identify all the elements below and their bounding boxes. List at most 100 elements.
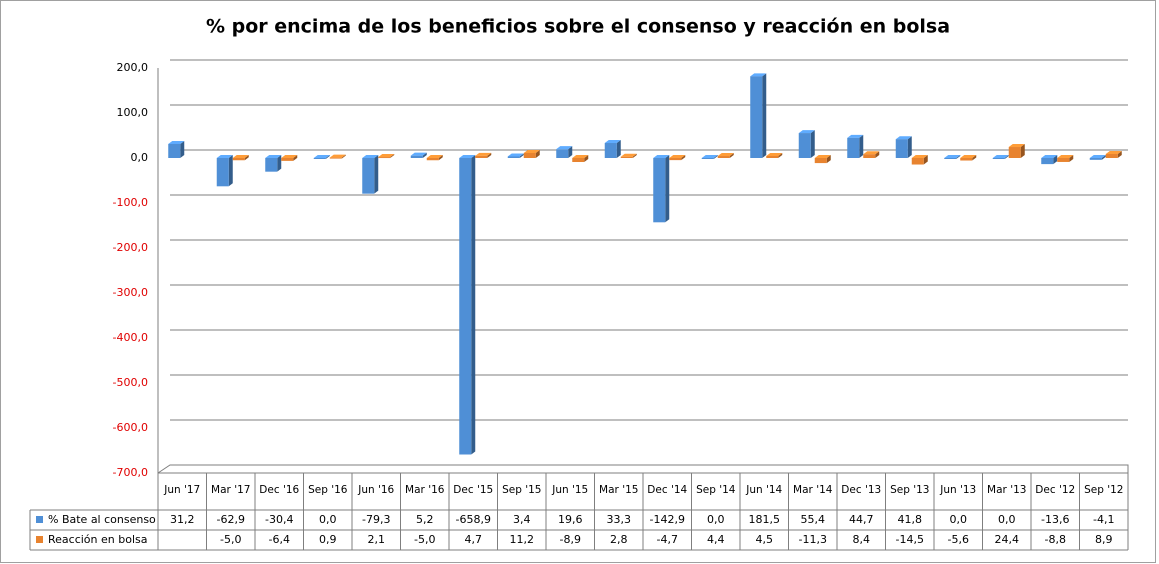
bar	[960, 158, 973, 161]
data-label: 24,4	[995, 533, 1020, 546]
data-label: 0,0	[707, 513, 725, 526]
bar-side	[584, 155, 589, 163]
bar-side	[616, 140, 621, 158]
bar	[911, 158, 924, 165]
bar-top	[572, 155, 589, 158]
bar	[766, 155, 779, 158]
x-tick-label: Mar '17	[211, 484, 250, 496]
bar-top	[378, 154, 395, 158]
bar	[265, 158, 278, 172]
bar-top	[604, 140, 621, 144]
bar	[669, 158, 682, 161]
bar-side	[729, 153, 734, 158]
x-tick-label: Dec '16	[259, 484, 299, 496]
data-label: -8,9	[560, 533, 581, 546]
bar	[863, 154, 876, 158]
bar-top	[750, 73, 767, 77]
bar-side	[762, 73, 767, 158]
bar-side	[972, 155, 977, 161]
x-tick-label: Sep '12	[1084, 484, 1123, 496]
x-tick-label: Mar '14	[793, 484, 833, 496]
bar-top	[895, 136, 912, 140]
bar-side	[875, 151, 880, 158]
legend-swatch	[36, 536, 43, 543]
bar-top	[1041, 155, 1058, 158]
y-tick-label: -100,0	[113, 196, 148, 209]
bar-top	[329, 154, 346, 158]
x-tick-label: Jun '13	[939, 484, 976, 496]
bar	[653, 158, 666, 223]
bar	[1041, 158, 1054, 165]
bar-top	[814, 155, 831, 158]
bar	[944, 158, 957, 159]
x-tick-label: Jun '17	[163, 484, 200, 496]
bar-side	[487, 152, 492, 158]
data-label: -4,1	[1093, 513, 1114, 526]
y-tick-label: -500,0	[113, 376, 148, 389]
bar	[168, 143, 181, 158]
bar-top	[459, 155, 476, 158]
bar-top	[701, 155, 718, 158]
bar-top	[717, 153, 734, 157]
data-label: -5,0	[220, 533, 241, 546]
bar	[523, 152, 536, 158]
bar-side	[325, 155, 330, 159]
bar	[378, 157, 391, 159]
bar-top	[766, 152, 783, 156]
bar-top	[992, 155, 1009, 158]
bar	[798, 133, 811, 158]
bar-side	[1004, 155, 1009, 159]
x-tick-label: Dec '12	[1035, 484, 1075, 496]
bar	[1008, 147, 1021, 158]
data-label: 4,4	[707, 533, 725, 546]
data-label: 0,0	[319, 513, 337, 526]
x-tick-label: Sep '15	[502, 484, 541, 496]
bar	[362, 158, 375, 194]
bar	[426, 158, 439, 161]
bar-side	[180, 140, 185, 158]
bar-side	[568, 146, 573, 158]
bar-top	[944, 155, 961, 158]
x-tick-label: Mar '16	[405, 484, 445, 496]
bar	[895, 139, 908, 158]
data-label: 181,5	[749, 513, 781, 526]
chart-title: % por encima de los beneficios sobre el …	[206, 16, 950, 38]
bar-side	[535, 149, 540, 158]
data-label: 33,3	[607, 513, 632, 526]
x-tick-label: Dec '15	[453, 484, 493, 496]
bar	[750, 76, 763, 158]
bar-side	[778, 152, 783, 158]
data-label: -5,6	[948, 533, 969, 546]
legend-label: % Bate al consenso	[48, 513, 156, 526]
data-label: 31,2	[170, 513, 195, 526]
bar	[992, 158, 1005, 159]
bar-side	[438, 155, 443, 161]
bar-side	[681, 155, 686, 161]
bar-side	[923, 155, 928, 165]
bar-side	[907, 136, 912, 158]
data-label: 11,2	[510, 533, 535, 546]
x-tick-label: Jun '14	[745, 484, 782, 496]
data-label: -5,0	[414, 533, 435, 546]
y-tick-label: -300,0	[113, 286, 148, 299]
bar-side	[1069, 155, 1074, 162]
bar-top	[168, 140, 185, 144]
x-tick-label: Jun '16	[357, 484, 394, 496]
bar-top	[362, 155, 379, 158]
x-tick-label: Mar '15	[599, 484, 638, 496]
bar-top	[426, 155, 443, 158]
bar-side	[422, 152, 427, 158]
bar-top	[475, 152, 492, 156]
bar	[717, 156, 730, 158]
x-tick-label: Jun '15	[551, 484, 588, 496]
bar-side	[228, 155, 233, 187]
bar-top	[1089, 155, 1106, 158]
bar-top	[556, 146, 573, 150]
bar-top	[265, 155, 282, 158]
bar-top	[281, 155, 298, 158]
bar-side	[519, 153, 524, 158]
bar	[814, 158, 827, 164]
bar	[329, 157, 342, 159]
bar	[313, 158, 326, 159]
